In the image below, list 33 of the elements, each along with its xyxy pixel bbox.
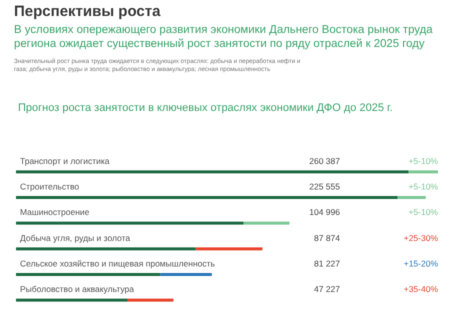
annotation: 104 996 <box>309 207 340 218</box>
y-tick-label: Рыболовство и аквакультура <box>20 284 134 294</box>
bar <box>397 196 426 199</box>
bar <box>408 170 438 174</box>
annotation: 225 555 <box>309 182 340 192</box>
bar <box>16 196 398 199</box>
y-tick-label: Машиностроение <box>20 207 90 218</box>
y-tick-label: Сельское хозяйство и пищевая промышленность <box>20 258 216 268</box>
annotation: +5-10% <box>408 156 438 166</box>
annotation: +5-10% <box>408 182 438 192</box>
annotation: +5-10% <box>408 207 438 218</box>
chart-subtitle: В условиях опережающего развития экономики Дальнего Востока рынок труда региона ожидает существенный рост занятости по ряду отраслей к 2025 году <box>14 24 434 50</box>
bar <box>16 298 128 302</box>
bar <box>160 273 212 276</box>
bar <box>196 247 262 250</box>
annotation: 47 227 <box>314 284 340 294</box>
bar <box>16 222 244 225</box>
annotation: +25-30% <box>404 232 438 243</box>
y-tick-label: Добыча угля, руды и золота <box>20 232 130 243</box>
bar <box>243 222 290 225</box>
y-tick-label: Транспорт и логистика <box>20 156 110 166</box>
text: Прогноз роста занятости в ключевых отраслях экономики ДФО до 2025 г. <box>18 102 393 114</box>
y-tick-label: Строительство <box>20 182 80 192</box>
annotation: +15-20% <box>404 258 438 268</box>
bar <box>16 247 196 250</box>
bar <box>16 170 408 174</box>
annotation: 87 874 <box>314 232 340 243</box>
annotation: +35-40% <box>404 284 438 294</box>
bar <box>16 273 160 276</box>
annotation: 81 227 <box>314 258 340 268</box>
bar <box>128 298 174 302</box>
annotation: 260 387 <box>309 156 340 166</box>
chart-title: Перспективы роста <box>14 3 162 20</box>
